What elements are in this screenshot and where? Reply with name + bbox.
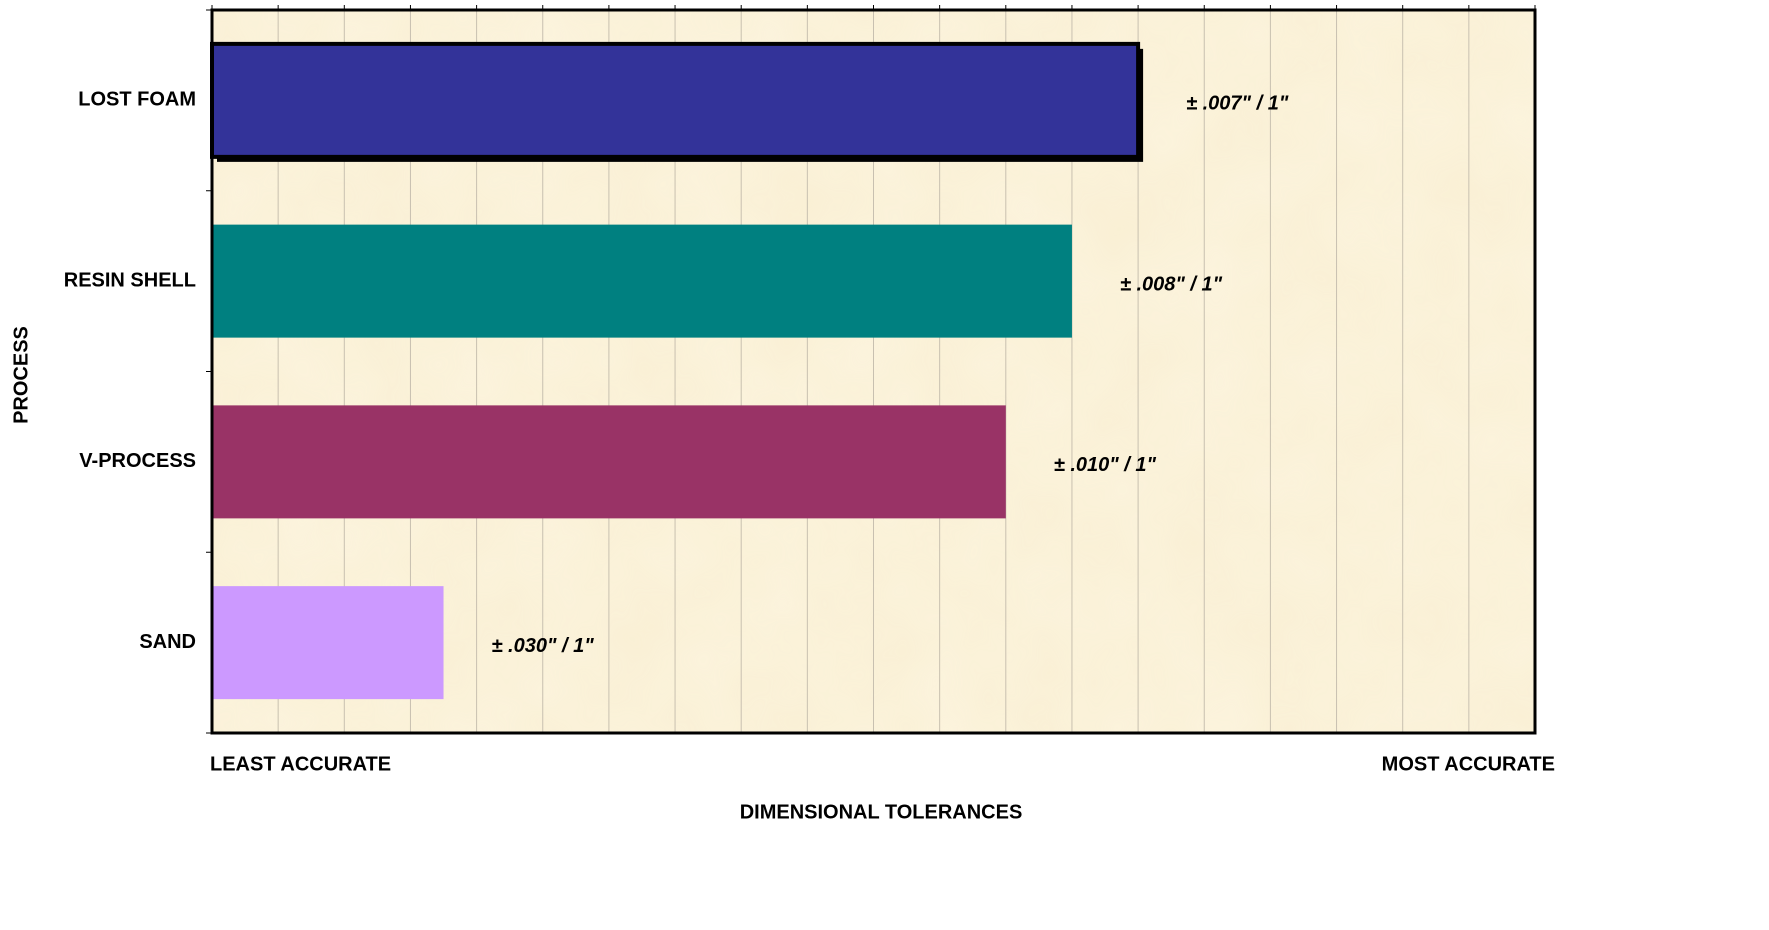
x-axis-title: DIMENSIONAL TOLERANCES — [740, 801, 1023, 823]
y-tick-label: LOST FOAM — [78, 89, 196, 111]
y-tick-label: RESIN SHELL — [64, 269, 196, 291]
bar-annotation: ± .008" / 1" — [1120, 273, 1223, 295]
plot-frame — [210, 8, 1537, 735]
y-tick-label: V-PROCESS — [79, 450, 196, 472]
y-axis-title: PROCESS — [10, 326, 32, 424]
bar-annotation: ± .007" / 1" — [1186, 93, 1289, 115]
y-tick-label: SAND — [139, 631, 196, 653]
x-end-label: LEAST ACCURATE — [210, 753, 391, 775]
bar — [212, 586, 444, 700]
bar-annotation: ± .010" / 1" — [1054, 454, 1157, 476]
bar-annotation: ± .030" / 1" — [492, 635, 595, 657]
bar — [212, 224, 1072, 338]
bar — [212, 405, 1006, 519]
bar — [210, 41, 1141, 159]
x-end-label: MOST ACCURATE — [1382, 753, 1555, 775]
